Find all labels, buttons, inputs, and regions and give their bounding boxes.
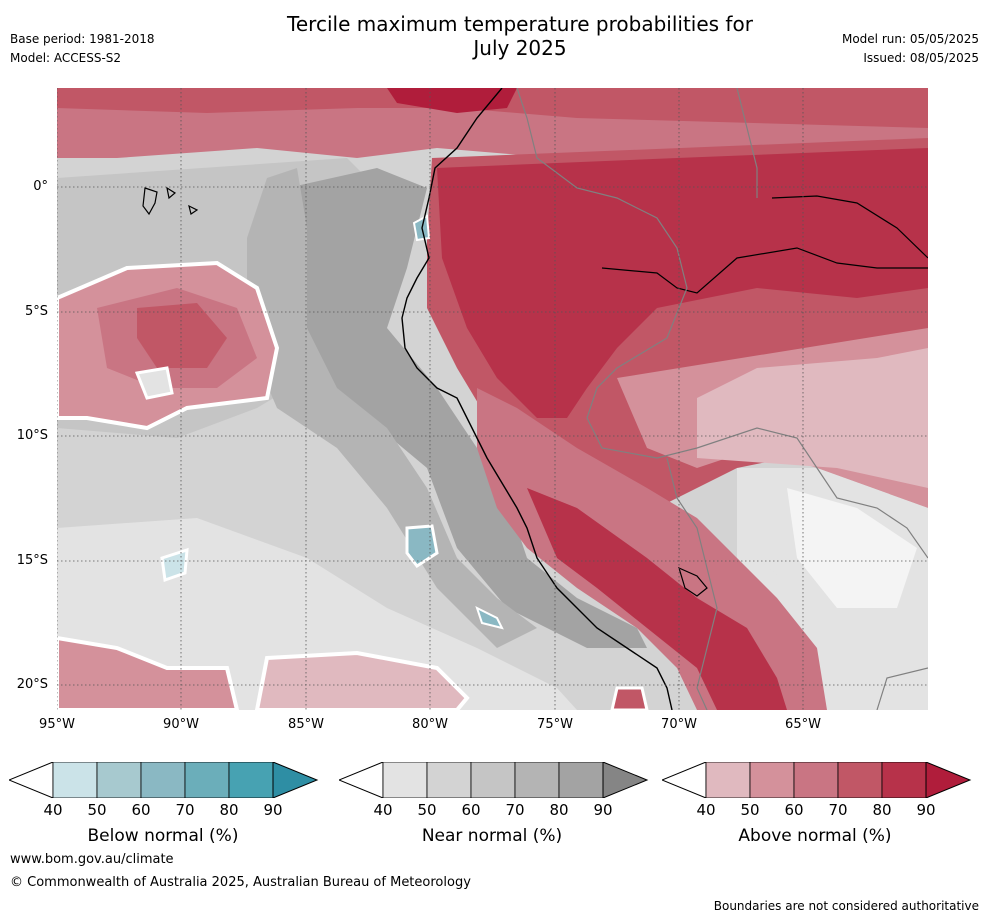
legend-label-near: Near normal (%)	[421, 826, 563, 846]
tick: 80	[872, 801, 892, 819]
colorbar-above-normal-70	[837, 762, 883, 798]
colorbar-near-normal-end	[602, 762, 649, 798]
tick: 90	[593, 801, 613, 819]
near-normal-east-pocket-2	[787, 488, 917, 608]
lon-label-90w: 90°W	[163, 717, 199, 732]
lon-label-80w: 80°W	[412, 717, 448, 732]
tick: 70	[505, 801, 525, 819]
colorbar-near-normal-60	[470, 762, 516, 798]
legend-label-above: Above normal (%)	[738, 826, 892, 846]
below-normal-patch-1	[405, 524, 439, 569]
colorbar-above-normal-40	[705, 762, 751, 798]
lon-label-75w: 75°W	[537, 717, 573, 732]
river	[601, 247, 928, 294]
tick: 40	[696, 801, 716, 819]
colorbar-below-normal-80	[228, 762, 274, 798]
model-name: Model: ACCESS-S2	[10, 51, 122, 65]
title-line-2: July 2025	[473, 36, 567, 60]
near-normal-dark-band	[277, 168, 647, 648]
above-normal-west-inner	[137, 303, 227, 368]
country-borders	[516, 88, 928, 710]
tick: 60	[461, 801, 481, 819]
colorbar-below-normal-50	[96, 762, 142, 798]
tick: 80	[219, 801, 239, 819]
lon-label-65w: 65°W	[785, 717, 821, 732]
lon-label-70w: 70°W	[661, 717, 697, 732]
tick: 50	[740, 801, 760, 819]
above-normal-south-center	[254, 650, 470, 710]
tick: 40	[373, 801, 393, 819]
above-normal-south-dot	[610, 686, 649, 710]
colorbar-below-normal-40	[52, 762, 98, 798]
tick: 90	[916, 801, 936, 819]
colorbar-above-normal-80	[881, 762, 927, 798]
above-normal-north-darkest	[387, 88, 517, 113]
probability-map	[57, 88, 928, 710]
colorbar-near-normal-80	[558, 762, 604, 798]
tick: 80	[549, 801, 569, 819]
lon-label-95w: 95°W	[39, 717, 75, 732]
tick: 70	[828, 801, 848, 819]
lat-label-10s: 10°S	[16, 428, 48, 443]
colorbar-above-normal-60	[793, 762, 839, 798]
near-normal-mid-band	[247, 168, 537, 648]
footer-copyright: © Commonwealth of Australia 2025, Austra…	[10, 875, 471, 890]
colorbar-near-normal-70	[514, 762, 560, 798]
colorbar-above-normal	[662, 762, 972, 798]
legend-label-below: Below normal (%)	[87, 826, 239, 846]
colorbar-near-normal-start	[339, 762, 384, 798]
lon-label-85w: 85°W	[288, 717, 324, 732]
footer-disclaimer: Boundaries are not considered authoritat…	[713, 899, 979, 913]
colorbar-below-normal-70	[184, 762, 230, 798]
colorbar-above-normal-50	[749, 762, 795, 798]
near-normal-west-island	[134, 366, 174, 400]
colorbar-below-normal-60	[140, 762, 186, 798]
colorbar-above-normal-start	[662, 762, 707, 798]
colorbar-near-normal-50	[426, 762, 472, 798]
meta-right: Model run: 05/05/2025 Issued: 08/05/2025	[842, 30, 979, 68]
tick: 70	[175, 801, 195, 819]
issued-date: Issued: 08/05/2025	[863, 51, 979, 65]
tick: 90	[263, 801, 283, 819]
map-title: Tercile maximum temperature probabilitie…	[0, 12, 988, 60]
lat-label-0: 0°	[33, 179, 48, 194]
above-normal-southwest	[57, 635, 240, 710]
above-normal-east-pale	[697, 348, 928, 488]
river-north	[771, 195, 928, 259]
grid-lines	[57, 88, 928, 710]
colorbar-below-normal-end	[272, 762, 319, 798]
lat-label-5s: 5°S	[24, 304, 48, 319]
colorbar-near-normal	[339, 762, 649, 798]
lake-titicaca	[678, 566, 708, 597]
tick: 60	[131, 801, 151, 819]
model-run: Model run: 05/05/2025	[841, 32, 979, 46]
tick: 50	[417, 801, 437, 819]
above-normal-coastal-dark	[527, 488, 787, 710]
footer-url: www.bom.gov.au/climate	[10, 852, 174, 867]
tick: 60	[784, 801, 804, 819]
colorbar-below-normal	[9, 762, 319, 798]
meta-left: Base period: 1981-2018 Model: ACCESS-S2	[10, 30, 155, 68]
title-line-1: Tercile maximum temperature probabilitie…	[287, 12, 753, 36]
tick: 50	[87, 801, 107, 819]
coastline	[401, 88, 673, 710]
galapagos	[142, 186, 199, 216]
lat-label-20s: 20°S	[16, 677, 48, 692]
colorbar-above-normal-end	[925, 762, 972, 798]
base-period: Base period: 1981-2018	[10, 32, 155, 46]
colorbar-near-normal-40	[382, 762, 428, 798]
below-normal-patch-3	[475, 606, 504, 630]
tick: 40	[43, 801, 63, 819]
colorbar-below-normal-start	[9, 762, 54, 798]
above-normal-continent-dark	[437, 148, 928, 418]
lat-label-15s: 15°S	[16, 553, 48, 568]
